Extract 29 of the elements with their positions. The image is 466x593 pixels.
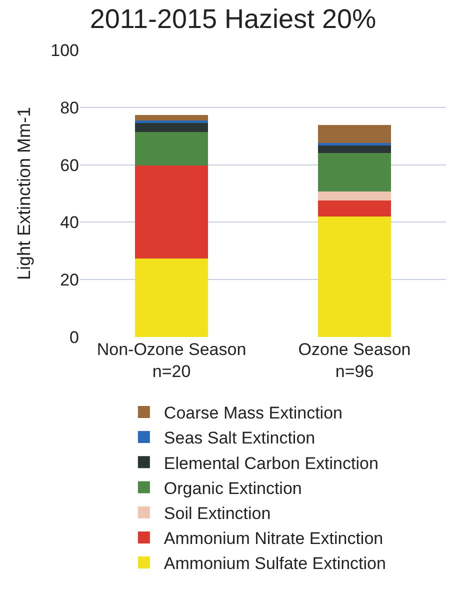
legend-label: Soil Extinction (164, 504, 271, 523)
bar (318, 191, 392, 200)
legend-label: Seas Salt Extinction (164, 428, 316, 448)
y-tick-label: 20 (60, 270, 79, 290)
y-tick-label: 40 (60, 213, 79, 232)
y-tick-label: 80 (60, 98, 79, 118)
bar (134, 166, 208, 259)
bar (134, 122, 208, 132)
y-tick-label: 60 (60, 156, 79, 175)
legend-label: Organic Extinction (164, 478, 302, 498)
x-tick-label: Non-Ozone Season n=20 (96, 340, 246, 382)
legend-label: Ammonium Nitrate Extinction (164, 529, 384, 548)
y-tick-label: 100 (50, 40, 79, 60)
bar (134, 132, 208, 166)
bar (318, 153, 392, 192)
bar (318, 200, 392, 216)
bar (134, 258, 208, 337)
bar (318, 142, 392, 146)
y-axis-title: Light Extinction Mm-1 (14, 106, 34, 280)
chart-title: 2011-2015 Haziest 20% (90, 4, 376, 34)
y-tick-label: 0 (70, 328, 79, 347)
legend-label: Coarse Mass Extinction (164, 404, 342, 423)
bar (318, 216, 392, 337)
bar (318, 146, 392, 154)
bar (318, 124, 392, 143)
legend-label: Elemental Carbon Extinction (164, 454, 378, 473)
legend-label: Ammonium Sulfate Extinction (164, 554, 386, 574)
x-tick-label: Ozone Season n=96 (298, 340, 411, 382)
bar (134, 115, 208, 121)
